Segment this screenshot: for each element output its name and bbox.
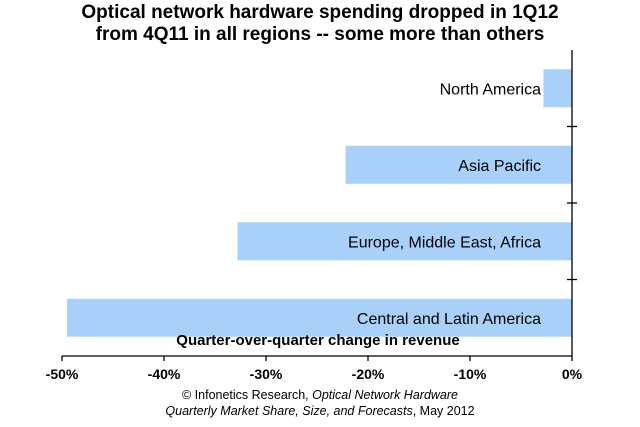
chart-title: Optical network hardware spending droppe… <box>0 2 640 46</box>
x-ticks-group: -50% -40% -30% -20% -10% 0% <box>46 356 583 382</box>
credit-prefix: © Infonetics Research, <box>182 388 313 402</box>
source-credit: © Infonetics Research, Optical Network H… <box>0 387 640 419</box>
x-tick-label: -20% <box>352 366 385 382</box>
x-axis-label: Quarter-over-quarter change in revenue <box>176 332 459 349</box>
chart-title-line-2: from 4Q11 in all regions -- some more th… <box>95 24 545 45</box>
bar <box>237 222 572 261</box>
x-tick-label: -50% <box>46 366 79 382</box>
category-label: North America <box>440 81 541 98</box>
credit-report-title-1: Optical Network Hardware <box>312 388 458 402</box>
bar <box>543 69 572 108</box>
chart-title-line-1: Optical network hardware spending droppe… <box>81 2 559 23</box>
credit-date: , May 2012 <box>412 404 475 418</box>
bar <box>345 145 572 184</box>
x-tick-label: -40% <box>148 366 181 382</box>
x-tick-label: -10% <box>454 366 487 382</box>
x-tick-label: -30% <box>250 366 283 382</box>
bar <box>67 298 572 337</box>
category-label: Europe, Middle East, Africa <box>348 234 541 251</box>
bars-group <box>67 69 572 337</box>
y-ticks-group <box>567 125 577 281</box>
category-label: Central and Latin America <box>357 311 541 328</box>
category-label: Asia Pacific <box>458 158 541 175</box>
credit-report-title-2: Quarterly Market Share, Size, and Foreca… <box>165 404 413 418</box>
bar-chart: North America Asia Pacific Europe, Middle … <box>46 50 583 382</box>
x-tick-label: 0% <box>562 366 583 382</box>
credit-line-1: © Infonetics Research, Optical Network H… <box>0 387 640 403</box>
credit-line-2: Quarterly Market Share, Size, and Foreca… <box>0 403 640 419</box>
category-labels-group: North America Asia Pacific Europe, Middle … <box>348 81 541 328</box>
